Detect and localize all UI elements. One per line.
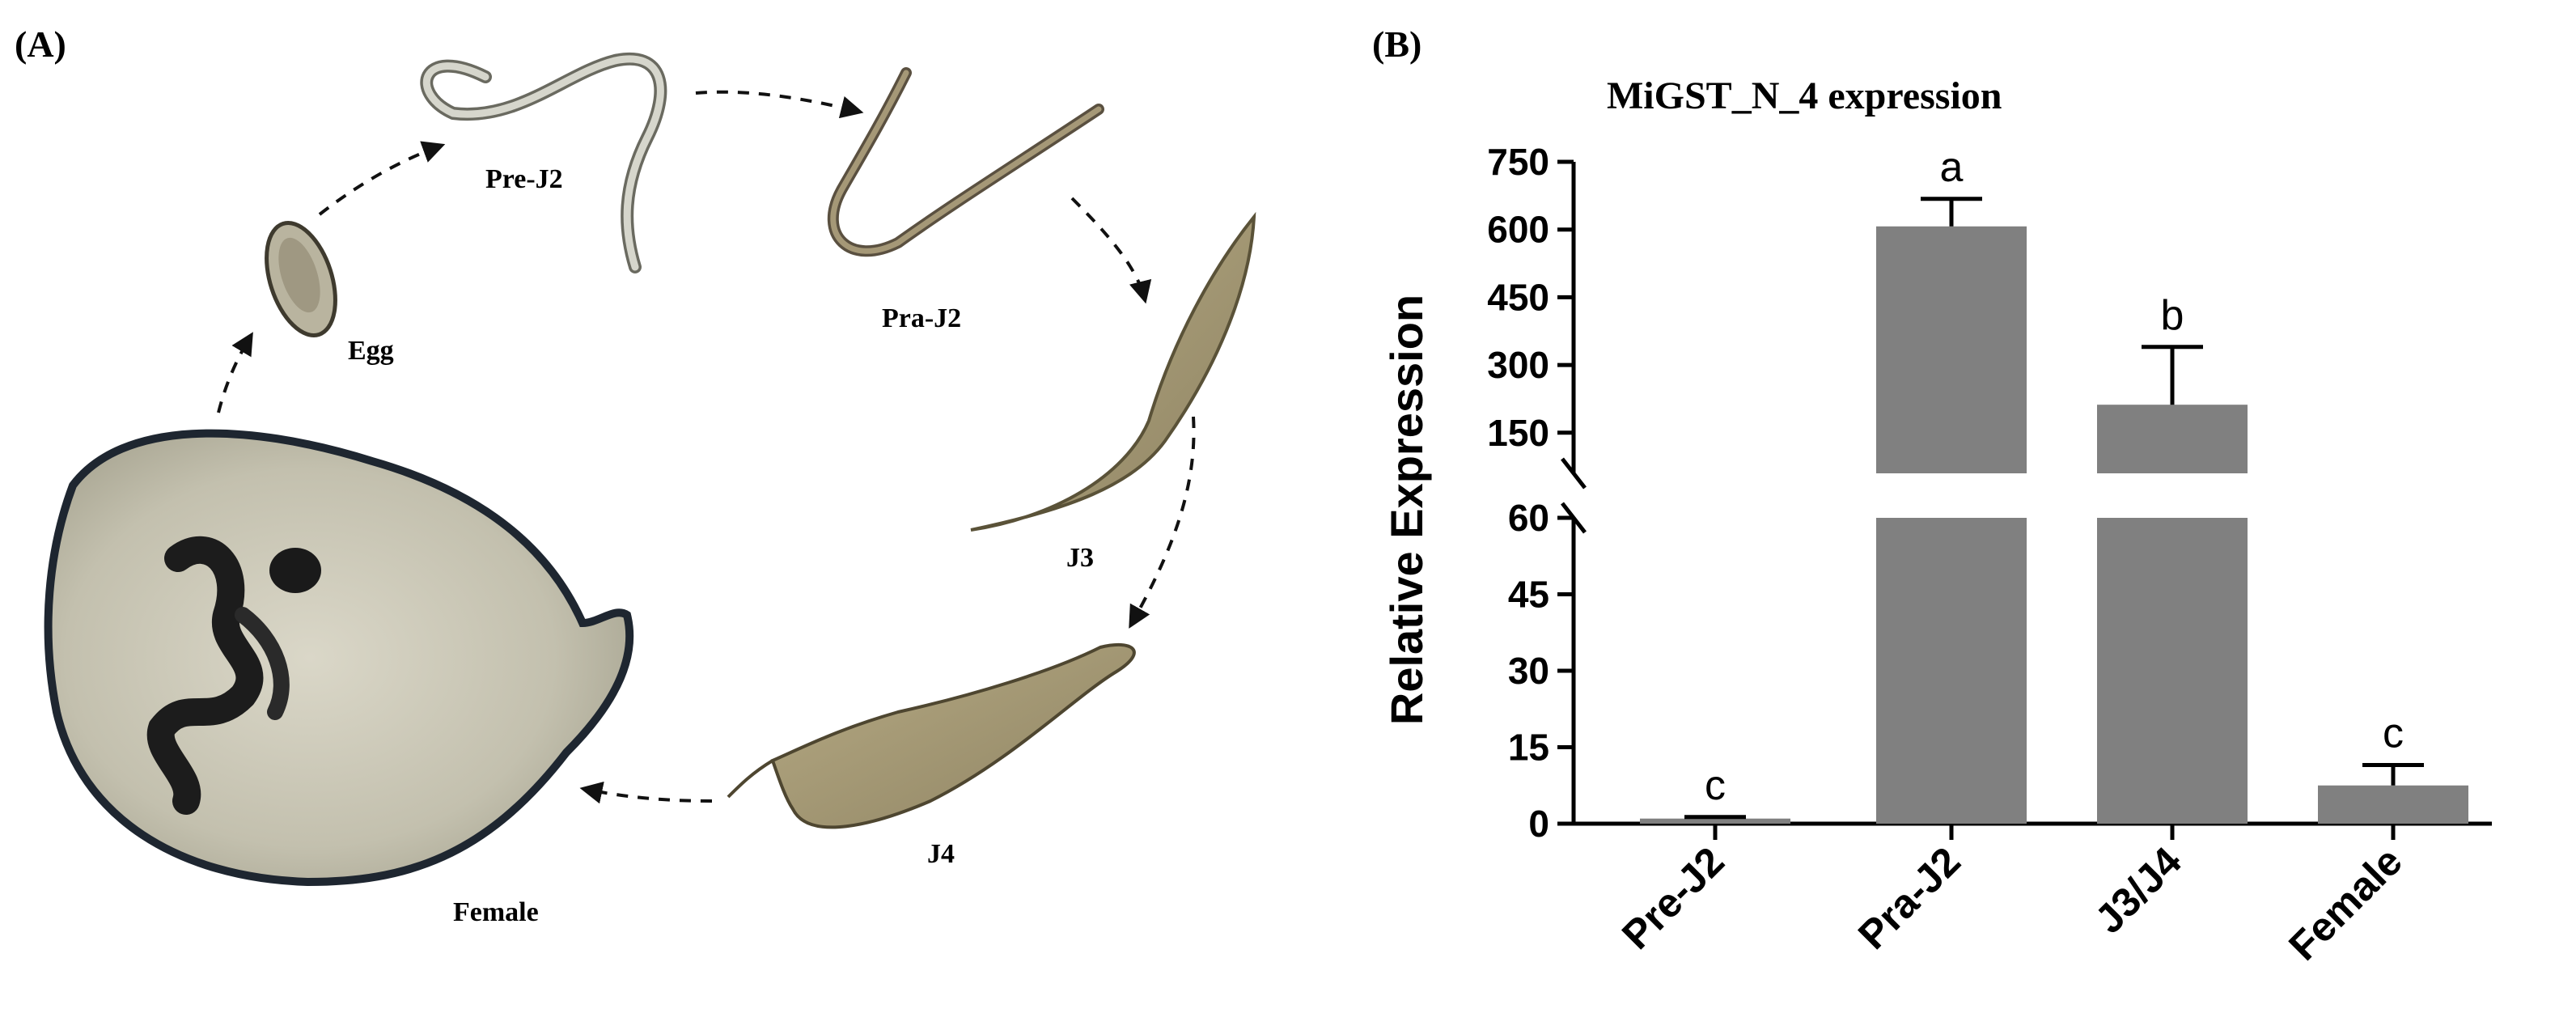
- x-tick-label: Female: [2280, 838, 2410, 969]
- female-image: [44, 429, 634, 887]
- bar-lower-j3-j4: [2097, 518, 2248, 824]
- significance-letter: c: [2383, 710, 2404, 757]
- stage-label-j3: J3: [1066, 543, 1094, 573]
- panel-a: (A) Egg Pre-J2 Pra-J2 J3 J4: [15, 23, 1256, 927]
- significance-letter: b: [2161, 292, 2184, 339]
- bar-pre-j2: [1640, 818, 1790, 824]
- life-cycle-arrows: [217, 90, 1196, 804]
- arrow-female-to-egg: [217, 332, 253, 413]
- y-tick-label: 300: [1487, 344, 1549, 386]
- stage-label-pre-j2: Pre-J2: [485, 164, 563, 194]
- pra-j2-image: [827, 67, 1104, 257]
- x-tick-label: Pra-J2: [1849, 838, 1969, 958]
- arrow-pra-j2-to-j3: [1070, 197, 1152, 304]
- bar-upper-j3-j4: [2097, 405, 2248, 473]
- y-tick-label: 15: [1508, 727, 1549, 769]
- y-tick-label: 0: [1528, 803, 1549, 845]
- y-tick-label: 450: [1487, 276, 1549, 318]
- significance-letter: a: [1940, 144, 1964, 191]
- y-tick-label: 30: [1508, 650, 1549, 692]
- stage-label-j4: J4: [927, 839, 955, 869]
- x-tick-label: Pre-J2: [1613, 838, 1733, 958]
- y-axis-label: Relative Expression: [1381, 295, 1432, 725]
- panel-b-letter: (B): [1372, 23, 1421, 65]
- pre-j2-image: [420, 53, 667, 273]
- x-tick-label: J3/J4: [2087, 838, 2190, 942]
- chart-plot-area: 0 15 30 45 60 150 300 450 600 750 c Pre-J2 a Pra-J2 b J…: [1487, 141, 2492, 969]
- chart-title: MiGST_N_4 expression: [1607, 74, 2002, 117]
- panel-b: (B) MiGST_N_4 expression Relative Expres…: [1372, 23, 2492, 969]
- stage-label-female: Female: [453, 897, 539, 927]
- y-tick-label: 600: [1487, 209, 1549, 251]
- significance-letter: c: [1705, 762, 1726, 809]
- arrow-pre-j2-to-pra-j2: [695, 90, 864, 119]
- y-tick-label: 45: [1508, 574, 1549, 616]
- stage-label-pra-j2: Pra-J2: [882, 303, 961, 333]
- arrow-j3-to-j4: [1129, 416, 1196, 629]
- panel-a-letter: (A): [15, 23, 66, 65]
- y-tick-label: 60: [1508, 497, 1549, 539]
- stage-label-egg: Egg: [348, 336, 394, 366]
- j4-image: [727, 642, 1136, 829]
- bar-upper-pra-j2: [1876, 226, 2027, 473]
- y-tick-label: 150: [1487, 412, 1549, 454]
- arrow-j4-to-female: [579, 781, 713, 804]
- bar-lower-pra-j2: [1876, 518, 2027, 824]
- axis-break-mark: [1561, 457, 1587, 490]
- arrow-egg-to-pre-j2: [318, 141, 446, 216]
- bar-female: [2318, 785, 2468, 824]
- egg-image: [265, 221, 337, 337]
- j3-image: [970, 211, 1256, 532]
- y-tick-label: 750: [1487, 141, 1549, 183]
